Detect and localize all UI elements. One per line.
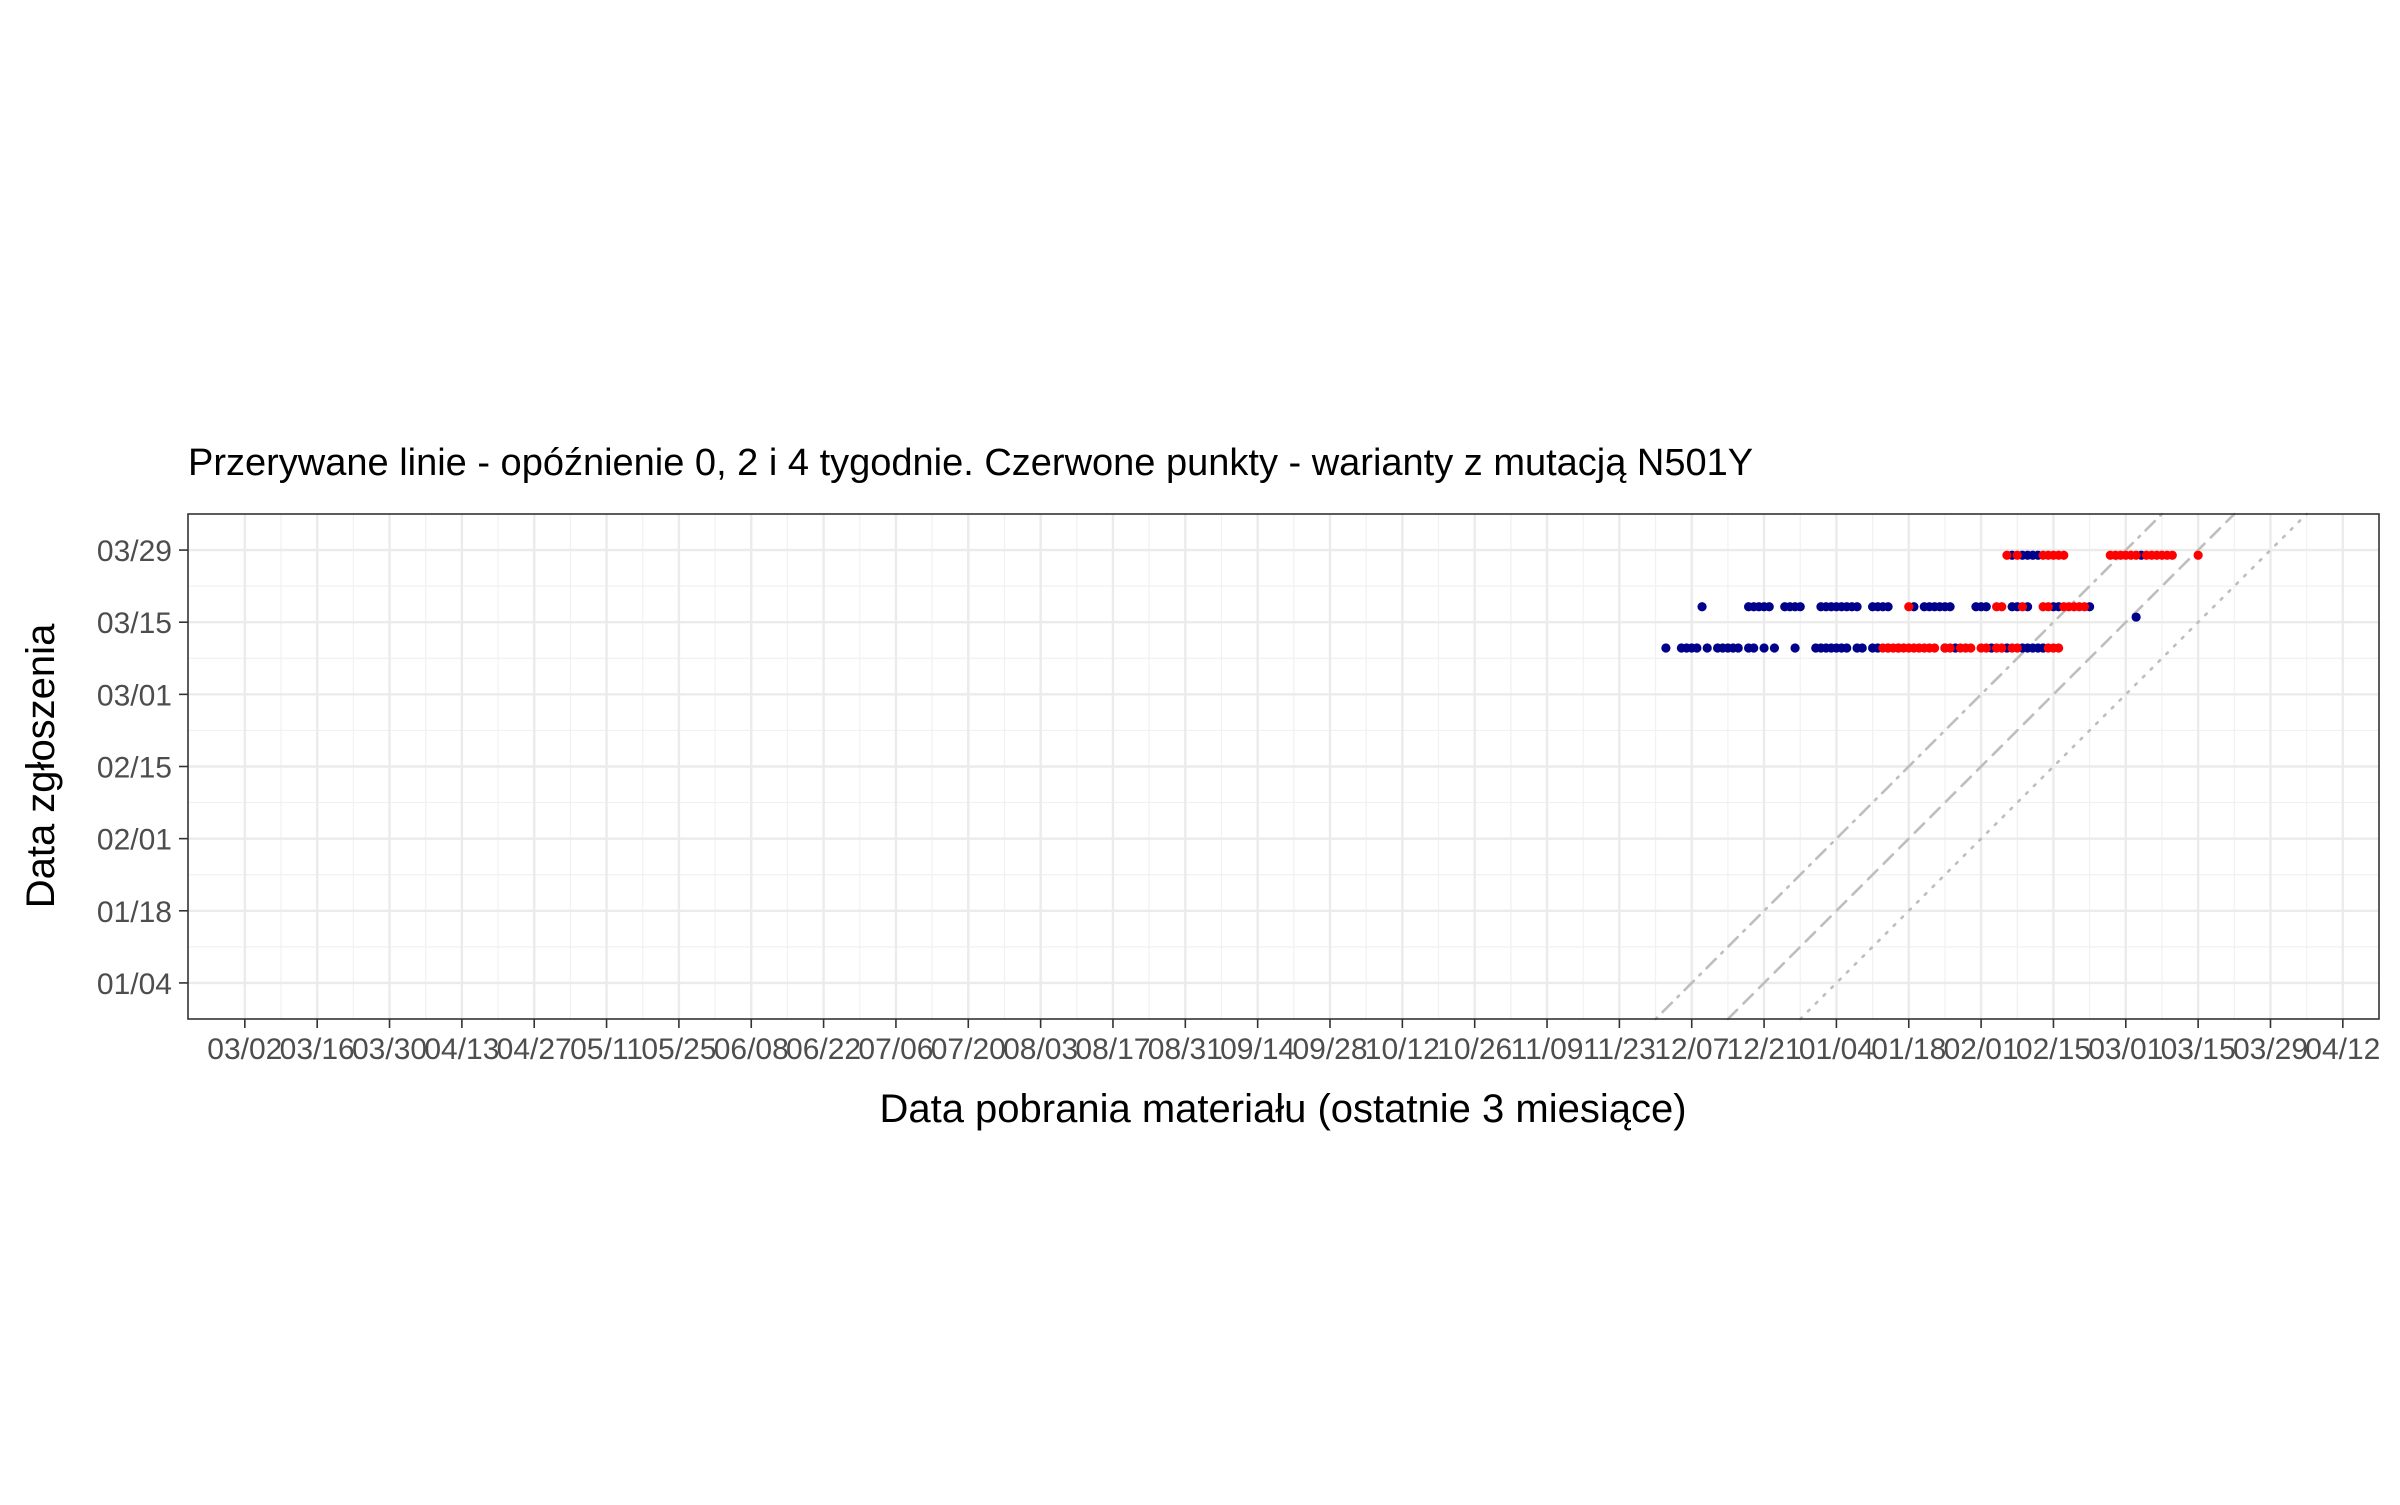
x-tick-label: 12/07 <box>1654 1033 1729 1066</box>
y-axis: 01/04 01/18 02/01 02/15 03/01 03/15 03/29 <box>97 535 188 1001</box>
data-points <box>1661 550 2203 653</box>
x-tick-label: 06/08 <box>714 1033 789 1066</box>
x-tick-label: 10/26 <box>1437 1033 1512 1066</box>
data-point <box>2193 550 2203 560</box>
chart-title: Przerywane linie - opóźnienie 0, 2 i 4 t… <box>188 442 1753 484</box>
x-axis-title: Data pobrania materiału (ostatnie 3 mies… <box>879 1087 1686 1131</box>
delay-reference-lines <box>1654 512 2308 1021</box>
x-tick-label: 01/18 <box>1871 1033 1946 1066</box>
x-tick-label: 04/13 <box>424 1033 499 1066</box>
y-tick-label: 03/15 <box>97 607 172 640</box>
y-tick-label: 03/29 <box>97 535 172 568</box>
x-tick-label: 05/11 <box>570 1033 643 1066</box>
reference-line-4-weeks <box>1654 512 2164 1021</box>
data-point <box>1769 643 1780 653</box>
data-point <box>1857 643 1867 653</box>
x-tick-label: 08/03 <box>1003 1033 1078 1066</box>
data-point <box>2079 602 2090 612</box>
data-point <box>1795 602 1805 612</box>
y-tick-label: 02/15 <box>97 752 172 785</box>
data-point <box>1929 643 1940 653</box>
data-point <box>1733 643 1743 653</box>
data-point <box>2131 550 2141 560</box>
x-tick-label: 01/04 <box>1799 1033 1874 1066</box>
data-point <box>1997 643 2007 653</box>
x-tick-label: 08/31 <box>1148 1033 1223 1066</box>
data-point <box>1759 643 1769 653</box>
data-point <box>1749 643 1759 653</box>
y-tick-label: 01/18 <box>97 896 172 929</box>
data-point <box>1883 602 1893 612</box>
data-point <box>1945 643 1955 653</box>
data-point <box>1945 602 1955 612</box>
data-point <box>1966 643 1976 653</box>
data-point <box>2017 602 2028 612</box>
x-tick-label: 03/02 <box>207 1033 282 1066</box>
x-tick-label: 09/28 <box>1292 1033 1367 1066</box>
x-tick-label: 04/27 <box>497 1033 572 1066</box>
data-point <box>2167 550 2177 560</box>
series-1 <box>1878 550 2203 653</box>
x-tick-label: 03/30 <box>352 1033 427 1066</box>
x-tick-label: 07/06 <box>858 1033 933 1066</box>
x-tick-label: 03/29 <box>2233 1033 2308 1066</box>
x-tick-label: 08/17 <box>1075 1033 1150 1066</box>
data-point <box>1981 602 1991 612</box>
data-point <box>1981 643 1991 653</box>
reference-line-0-weeks <box>1798 512 2308 1021</box>
data-point <box>2043 602 2053 612</box>
data-point <box>1697 602 1707 612</box>
x-tick-label: 10/12 <box>1365 1033 1440 1066</box>
data-point <box>1661 643 1671 653</box>
x-tick-label: 12/21 <box>1727 1033 1802 1066</box>
data-point <box>2002 550 2012 560</box>
y-tick-label: 03/01 <box>97 679 172 712</box>
x-tick-label: 03/16 <box>280 1033 355 1066</box>
data-point <box>2059 550 2069 560</box>
x-tick-label: 03/01 <box>2088 1033 2163 1066</box>
data-point <box>1842 643 1852 653</box>
data-point <box>1702 643 1712 653</box>
y-axis-title: Data zgłoszenia <box>19 623 63 908</box>
data-point <box>2131 612 2141 622</box>
y-tick-label: 01/04 <box>97 968 172 1001</box>
x-axis: 03/0203/1603/3004/1304/2705/1105/2506/08… <box>207 1019 2380 1066</box>
data-point <box>2012 550 2022 560</box>
x-tick-label: 03/15 <box>2161 1033 2236 1066</box>
x-tick-label: 11/09 <box>1511 1033 1584 1066</box>
x-tick-label: 04/12 <box>2305 1033 2380 1066</box>
reference-line-2-weeks <box>1726 512 2236 1021</box>
major-gridlines <box>188 514 2379 1019</box>
x-tick-label: 05/25 <box>641 1033 716 1066</box>
x-tick-label: 11/23 <box>1583 1033 1656 1066</box>
data-point <box>1764 602 1774 612</box>
data-point <box>1852 602 1862 612</box>
data-point <box>1692 643 1702 653</box>
x-tick-label: 09/14 <box>1220 1033 1295 1066</box>
y-tick-label: 02/01 <box>97 824 172 857</box>
data-point <box>1997 602 2007 612</box>
data-point <box>1904 602 1914 612</box>
x-tick-label: 02/15 <box>2016 1033 2091 1066</box>
x-tick-label: 06/22 <box>786 1033 861 1066</box>
data-point <box>2012 643 2022 653</box>
x-tick-label: 07/20 <box>931 1033 1006 1066</box>
data-point <box>2054 643 2064 653</box>
x-tick-label: 02/01 <box>1944 1033 2019 1066</box>
data-point <box>1790 643 1800 653</box>
